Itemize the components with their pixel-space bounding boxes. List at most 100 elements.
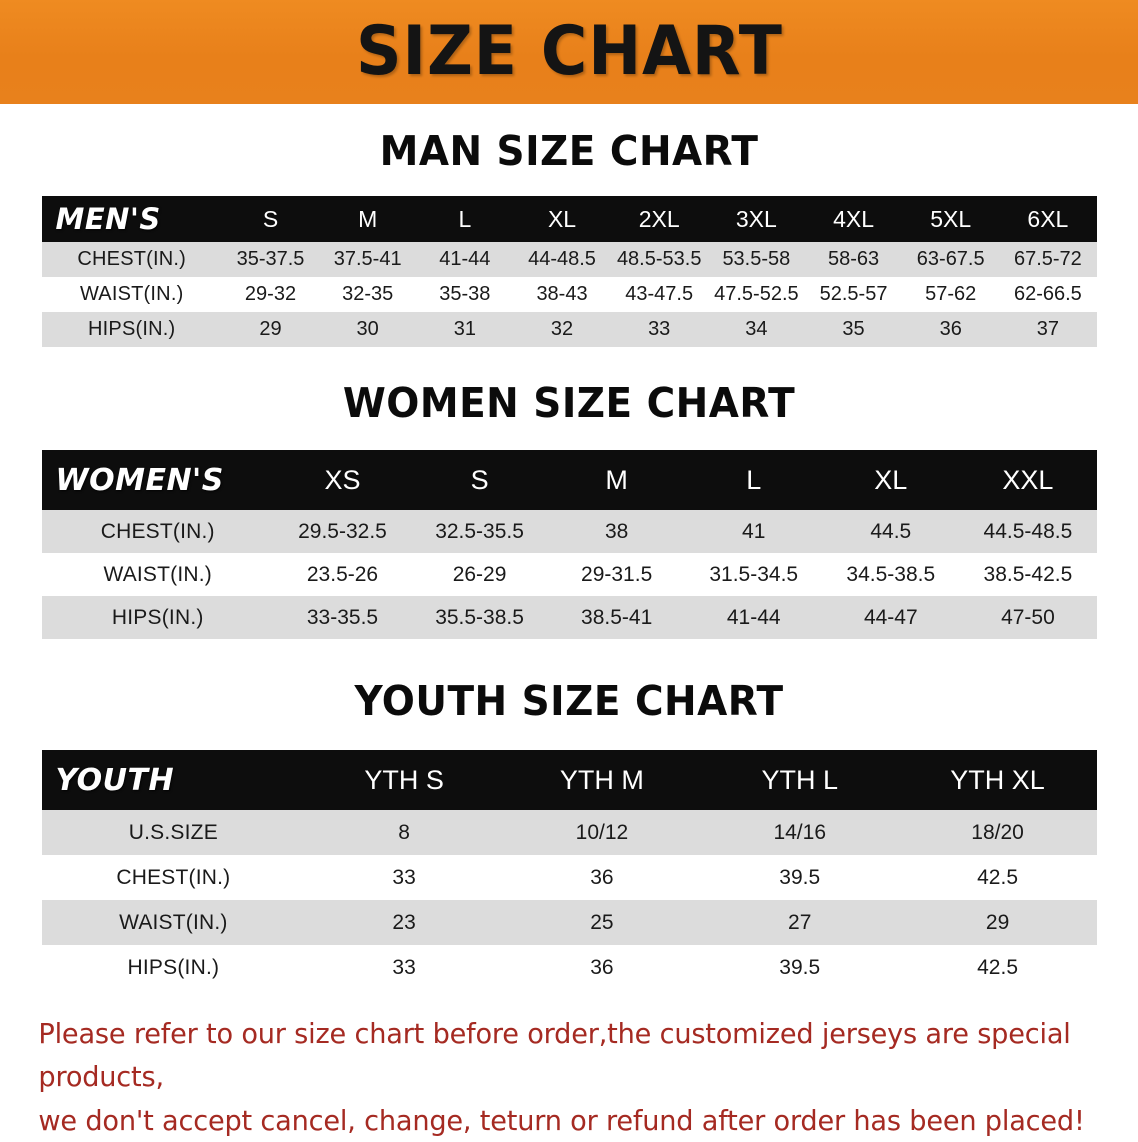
table-cell: 47-50 <box>1001 605 1055 629</box>
table-cell: 44-48.5 <box>528 248 596 270</box>
table-cell: 35-38 <box>439 283 491 305</box>
table-row: WAIST(IN.) 29-32 32-35 35-38 38-43 43-47.5 47.… <box>41 277 1097 312</box>
women-size-table: WOMEN'S XS S M L XL XXL CHEST(IN.) 29.5-32.5 32.5… <box>41 450 1097 639</box>
table-cell: 25 <box>590 910 614 934</box>
table-row: WAIST(IN.) 23.5-26 26-29 29-31.5 31.5-34.5 34… <box>41 553 1097 596</box>
women-row-label: HIPS(IN.) <box>111 605 204 629</box>
man-row-label: WAIST(IN.) <box>79 283 184 305</box>
table-cell: 29-32 <box>244 283 297 305</box>
youth-size-table-wrapper: YOUTH YTH S YTH M YTH L YTH XL U.S.SIZE 8 10/12… <box>41 750 1097 990</box>
man-column-header: M <box>358 205 378 232</box>
table-row: CHEST(IN.) 35-37.5 37.5-41 41-44 44-48.5 48.5… <box>41 242 1097 277</box>
table-row: CHEST(IN.) 33 36 39.5 42.5 <box>41 855 1097 900</box>
disclaimer-line-1: Please refer to our size chart before or… <box>38 1017 1071 1094</box>
women-column-header: XS <box>324 464 361 495</box>
youth-size-table: YOUTH YTH S YTH M YTH L YTH XL U.S.SIZE 8 10/12… <box>41 750 1097 990</box>
table-cell: 63-67.5 <box>916 248 985 270</box>
size-chart-banner: SIZE CHART <box>0 0 1138 104</box>
man-size-table: MEN'S S M L XL 2XL 3XL 4XL 5XL 6XL CHEST(IN.) 35-37… <box>41 196 1097 347</box>
table-cell: 62-66.5 <box>1013 283 1082 305</box>
banner-title: SIZE CHART <box>355 12 783 91</box>
table-cell: 39.5 <box>779 865 821 889</box>
women-table-header-row: WOMEN'S XS S M L XL XXL <box>41 450 1097 510</box>
table-row: U.S.SIZE 8 10/12 14/16 18/20 <box>41 810 1097 855</box>
women-column-header: S <box>470 464 489 495</box>
table-row: HIPS(IN.) 33-35.5 35.5-38.5 38.5-41 41-44 44-… <box>41 596 1097 639</box>
youth-row-label: WAIST(IN.) <box>119 910 228 934</box>
man-table-corner-label: MEN'S <box>55 202 161 236</box>
women-column-header: L <box>746 464 762 495</box>
table-cell: 23.5-26 <box>306 562 379 586</box>
youth-column-header: YTH XL <box>950 764 1045 795</box>
table-cell: 42.5 <box>977 955 1018 979</box>
table-cell: 44-47 <box>863 605 918 629</box>
table-cell: 29 <box>259 318 282 340</box>
table-cell: 26-29 <box>452 562 507 586</box>
table-cell: 27 <box>788 910 812 934</box>
table-cell: 39.5 <box>779 955 821 979</box>
man-size-table-wrapper: MEN'S S M L XL 2XL 3XL 4XL 5XL 6XL CHEST(IN.) 35-37… <box>41 196 1097 347</box>
table-cell: 29 <box>985 910 1010 934</box>
man-column-header: XL <box>547 205 577 232</box>
table-cell: 58-63 <box>827 248 880 270</box>
man-column-header: L <box>458 205 472 232</box>
table-cell: 35 <box>842 318 865 340</box>
table-cell: 36 <box>590 955 614 979</box>
table-cell: 36 <box>590 865 614 889</box>
table-cell: 47.5-52.5 <box>714 283 799 305</box>
table-cell: 29.5-32.5 <box>298 519 387 543</box>
table-cell: 41-44 <box>439 248 491 270</box>
table-cell: 38.5-41 <box>581 605 653 629</box>
women-table-body: WOMEN'S XS S M L XL XXL CHEST(IN.) 29.5-32.5 32.5… <box>41 450 1097 639</box>
women-table-corner-label: WOMEN'S <box>55 462 224 498</box>
youth-size-chart-title: YOUTH SIZE CHART <box>354 677 784 725</box>
table-cell: 44.5-48.5 <box>983 519 1073 543</box>
table-cell: 32.5-35.5 <box>435 519 524 543</box>
women-size-table-wrapper: WOMEN'S XS S M L XL XXL CHEST(IN.) 29.5-32.5 32.5… <box>41 450 1097 639</box>
man-column-header: 3XL <box>735 205 777 232</box>
man-table-body: MEN'S S M L XL 2XL 3XL 4XL 5XL 6XL CHEST(IN.) 35-37… <box>41 196 1097 347</box>
table-cell: 31.5-34.5 <box>709 562 799 586</box>
table-cell: 33-35.5 <box>306 605 379 629</box>
table-cell: 14/16 <box>773 820 827 844</box>
disclaimer-line-2: we don't accept cancel, change, teturn o… <box>38 1103 1085 1137</box>
table-cell: 43-47.5 <box>625 283 694 305</box>
table-cell: 8 <box>398 820 410 844</box>
table-cell: 29-31.5 <box>581 562 653 586</box>
table-cell: 41 <box>742 519 766 543</box>
table-cell: 67.5-72 <box>1013 248 1082 270</box>
man-row-label: HIPS(IN.) <box>88 318 176 340</box>
table-cell: 23 <box>392 910 416 934</box>
youth-table-body: YOUTH YTH S YTH M YTH L YTH XL U.S.SIZE 8 10/12… <box>41 750 1097 990</box>
youth-row-label: U.S.SIZE <box>128 820 218 844</box>
women-column-header: M <box>605 464 628 495</box>
youth-table-corner-label: YOUTH <box>55 762 175 798</box>
youth-column-header: YTH S <box>364 764 444 795</box>
man-row-label: CHEST(IN.) <box>77 248 187 270</box>
table-cell: 42.5 <box>977 865 1018 889</box>
youth-row-label: CHEST(IN.) <box>116 865 231 889</box>
table-cell: 33 <box>648 318 671 340</box>
man-column-header: 4XL <box>833 205 874 232</box>
table-cell: 32 <box>550 318 574 340</box>
table-cell: 34 <box>745 318 768 340</box>
table-cell: 33 <box>392 865 416 889</box>
table-row: WAIST(IN.) 23 25 27 29 <box>41 900 1097 945</box>
table-cell: 52.5-57 <box>819 283 888 305</box>
youth-column-header: YTH M <box>559 764 644 795</box>
women-row-label: WAIST(IN.) <box>103 562 212 586</box>
man-column-header: 5XL <box>930 205 972 232</box>
table-cell: 41-44 <box>726 605 781 629</box>
table-cell: 37 <box>1036 318 1060 340</box>
table-cell: 38.5-42.5 <box>983 562 1073 586</box>
man-size-chart-title: MAN SIZE CHART <box>379 127 759 175</box>
table-cell: 35-37.5 <box>236 248 305 270</box>
table-cell: 38-43 <box>536 283 588 305</box>
youth-column-header: YTH L <box>761 764 838 795</box>
table-cell: 30 <box>356 318 379 340</box>
table-cell: 37.5-41 <box>333 248 402 270</box>
youth-row-label: HIPS(IN.) <box>127 955 220 979</box>
table-cell: 33 <box>392 955 416 979</box>
youth-table-header-row: YOUTH YTH S YTH M YTH L YTH XL <box>41 750 1097 810</box>
table-cell: 36 <box>939 318 962 340</box>
